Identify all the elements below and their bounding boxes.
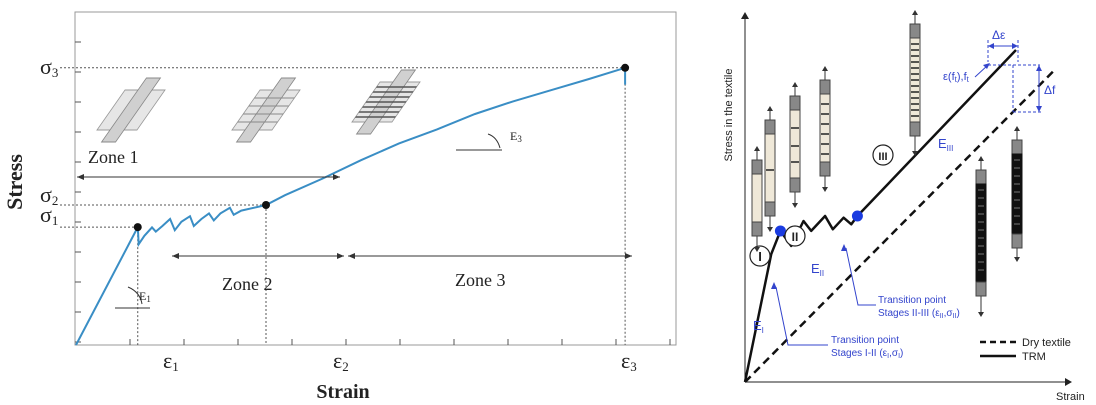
legend-trm-label: TRM [1022,351,1046,363]
modulus-ei-label: EI [753,318,764,335]
modulus-e3: E3 [456,129,522,151]
modulus-eii-label: EII [811,261,824,278]
dry-specimen-strip-1 [975,156,987,317]
transition-1-line2: Stages I-II (εI,σI) [831,348,903,360]
stage-ii-marker [784,225,806,247]
left-chart: Zone 1 Zone 2 Zone 3 E1 E3 Stress Strain… [2,11,677,403]
specimen-strip-5 [909,10,921,156]
x-tick-eps1: ε1 [163,348,179,374]
specimen-strip-4 [819,66,831,192]
transition-point-1 [774,225,786,237]
modulus-e1: E1 [115,286,151,309]
left-key-point-2 [262,201,270,209]
delta-f-label: Δf [1044,83,1056,97]
stage-ii-label: II [792,230,799,244]
specimen-zone3-illustration [351,69,421,135]
dry-textile-line [744,70,1054,383]
zone-arrows [77,174,632,259]
left-curve-group [75,63,630,346]
specimen-zone2-illustration [231,77,301,143]
stage-markers: I II III [749,144,894,267]
specimen-strips [751,10,1023,317]
x-tick-eps3: ε3 [621,348,637,374]
zone3-label: Zone 3 [455,270,505,290]
e3-label: E3 [510,129,522,144]
left-key-point-3 [621,63,630,72]
transition-2-annotation: Transition point Stages II-III (εII,σII) [841,244,960,320]
legend-dry-textile-label: Dry textile [1022,337,1071,349]
left-chart-panel: Zone 1 Zone 2 Zone 3 E1 E3 Stress Strain… [2,11,677,403]
transition-2-line1: Transition point [878,295,946,306]
x-tick-eps2: ε2 [333,348,349,374]
dry-specimen-strip-2 [1011,126,1023,262]
stage-i-marker [749,245,771,267]
right-y-axis-label: Stress in the textile [723,69,735,162]
left-key-point-1 [133,223,142,232]
left-y-axis-label: Stress [2,154,27,210]
left-plot-frame [74,11,677,346]
specimen-strip-3 [789,82,801,208]
stage-i-label: I [758,249,762,264]
specimen-zone1-illustration [96,77,166,143]
failure-offsets [987,40,1043,113]
y-tick-sigma2: σ2 [40,182,58,208]
left-stress-strain-curve [75,66,627,346]
zone2-label: Zone 2 [222,274,272,294]
right-legend: Dry textile TRM [980,337,1071,363]
specimen-strip-2 [764,106,776,232]
stage-iii-marker [872,144,894,166]
left-axis-ticks [75,41,671,345]
transition-2-line2: Stages II-III (εII,σII) [878,308,960,320]
right-curves-group [743,49,1054,383]
right-chart: Stress in the textile Strain Δε Δf ε(ft)… [723,10,1085,403]
failure-point-label: ε(ft),ft [943,71,970,84]
right-chart-panel: Stress in the textile Strain Δε Δf ε(ft)… [698,0,1096,405]
transition-point-2 [851,210,863,222]
right-x-axis-label: Strain [1056,391,1085,403]
specimen-strip-1 [751,146,763,252]
specimen-illustrations [96,69,421,143]
modulus-eiii-label: EIII [938,136,953,153]
e1-label: E1 [139,289,151,304]
y-tick-sigma1: σ1 [40,202,58,228]
left-x-axis-label: Strain [316,381,369,403]
y-tick-sigma3: σ3 [40,54,58,80]
transition-1-line1: Transition point [831,335,899,346]
stage-iii-label: III [878,151,887,163]
left-reference-lines [60,67,626,345]
transition-1-annotation: Transition point Stages I-II (εI,σI) [771,282,903,360]
zone1-label: Zone 1 [88,147,138,167]
delta-epsilon-label: Δε [992,28,1006,42]
